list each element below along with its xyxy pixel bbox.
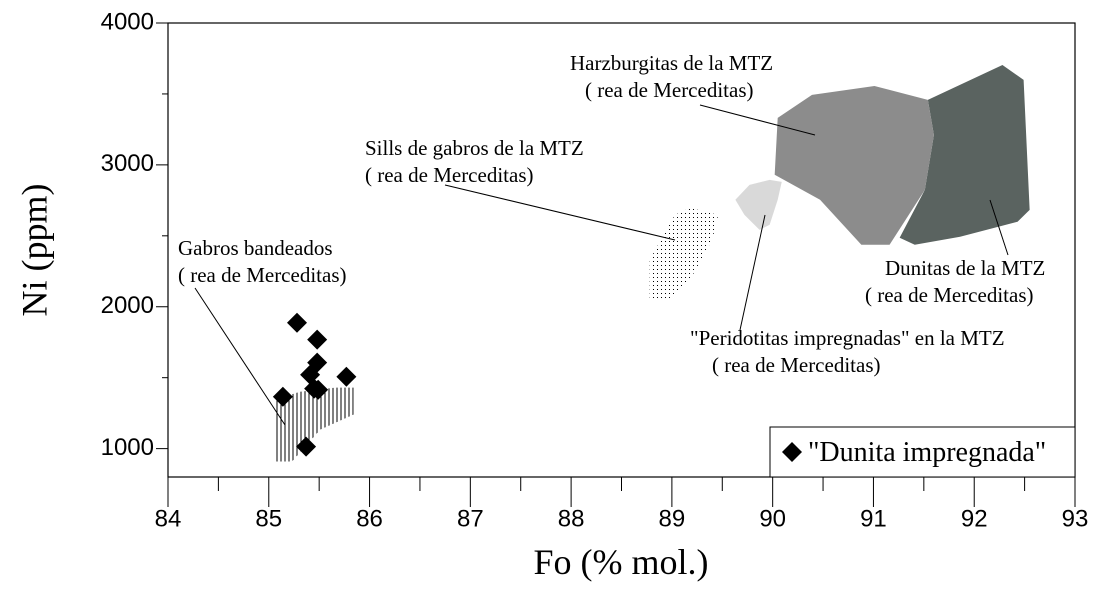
leader-line <box>444 184 676 241</box>
x-tick-label: 89 <box>659 505 686 532</box>
point <box>286 312 307 333</box>
region <box>274 387 354 462</box>
region-label: Sills de gabros de la MTZ <box>365 136 584 160</box>
leader-line <box>739 214 766 331</box>
region <box>649 207 719 300</box>
x-tick-label: 90 <box>759 505 786 532</box>
x-axis-label: Fo (% mol.) <box>534 542 709 582</box>
point <box>336 366 357 387</box>
region-label: ( rea de Merceditas) <box>712 353 880 377</box>
region-label: ( rea de Merceditas) <box>585 78 753 102</box>
x-tick-label: 84 <box>155 505 182 532</box>
point <box>296 436 317 457</box>
region-label: "Peridotitas impregnadas" en la MTZ <box>690 326 1005 350</box>
y-tick-label: 3000 <box>101 150 154 177</box>
x-tick-label: 92 <box>961 505 988 532</box>
x-tick-label: 87 <box>457 505 484 532</box>
point <box>307 329 328 350</box>
x-tick-label: 91 <box>860 505 887 532</box>
region-label: ( rea de Merceditas) <box>865 283 1033 307</box>
region <box>774 85 934 245</box>
legend-label: "Dunita impregnada" <box>808 437 1046 468</box>
region-label: Harzburgitas de la MTZ <box>570 51 773 75</box>
region-label: Dunitas de la MTZ <box>885 256 1045 280</box>
legend-box <box>769 426 1076 478</box>
point <box>308 379 329 400</box>
region <box>899 64 1030 245</box>
leader-line <box>989 199 1009 256</box>
x-tick-label: 88 <box>558 505 585 532</box>
region-label: ( rea de Merceditas) <box>178 263 346 287</box>
leader-line <box>194 287 286 426</box>
point <box>272 386 293 407</box>
x-tick-label: 86 <box>356 505 383 532</box>
region-label: ( rea de Merceditas) <box>365 163 533 187</box>
y-tick-label: 1000 <box>101 434 154 461</box>
legend-marker <box>782 442 802 462</box>
leader-line <box>699 104 816 136</box>
x-tick-label: 85 <box>255 505 282 532</box>
region <box>735 179 782 230</box>
y-tick-label: 4000 <box>101 8 154 35</box>
y-tick-label: 2000 <box>101 292 154 319</box>
x-tick-label: 93 <box>1062 505 1089 532</box>
region-label: Gabros bandeados <box>178 236 333 260</box>
y-axis-label: Ni (ppm) <box>14 184 54 317</box>
